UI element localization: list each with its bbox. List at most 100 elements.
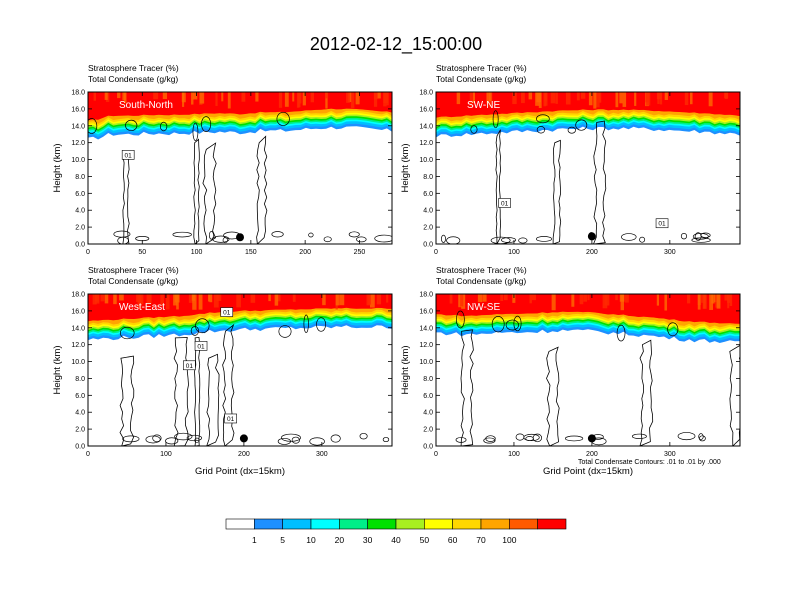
y-tick-label: 16.0 (71, 308, 85, 315)
contour-label: 01 (186, 363, 194, 370)
condensate-contour (374, 234, 392, 243)
tracer-streak (551, 294, 556, 311)
tracer-streak (369, 294, 375, 308)
condensate-contour (186, 434, 203, 442)
tracer-streak (657, 92, 660, 104)
panel-label: West-East (119, 302, 165, 313)
contour-label-box (220, 307, 234, 317)
panel-label: SW-NE (467, 100, 500, 111)
y-tick-label: 6.0 (75, 191, 85, 198)
colorbar-label: 40 (391, 535, 401, 545)
colorbar-label: 1 (252, 535, 257, 545)
tracer-streak (182, 92, 185, 107)
y-tick-label: 14.0 (71, 325, 85, 332)
tracer-streak (322, 294, 326, 306)
condensate-contour (291, 436, 300, 444)
chart-panel: 01 01 SW-NE Stratosphere Tracer (%)Total Co… (400, 63, 741, 256)
footnote: Total Condensate Contours: .01 to .01 by… (578, 459, 721, 466)
x-tick-label: 300 (664, 451, 676, 458)
condensate-contour (505, 319, 519, 331)
tracer-streak (477, 294, 483, 303)
tracer-streak (284, 92, 289, 107)
condensate-contour (359, 432, 368, 440)
panel-title-line2: Total Condensate (g/kg) (436, 74, 526, 84)
condensate-contour (193, 138, 200, 244)
tracer-streak (702, 294, 707, 309)
colorbar-label: 10 (306, 535, 316, 545)
condensate-contour (222, 237, 228, 244)
y-tick-label: 4.0 (75, 410, 85, 417)
y-tick-label: 8.0 (423, 376, 433, 383)
tracer-streak (165, 294, 170, 310)
condensate-contour (190, 326, 199, 336)
x-tick-label: 100 (508, 451, 520, 458)
tracer-streak (113, 294, 117, 305)
tracer-streak (565, 92, 571, 105)
x-tick-label: 200 (238, 451, 250, 458)
tracer-streak (595, 92, 600, 108)
tracer-streak (119, 294, 124, 301)
condensate-contour (160, 121, 168, 132)
condensate-contour (639, 339, 654, 446)
tracer-streak (664, 92, 668, 100)
tracer-streak (377, 92, 381, 99)
condensate-contour (206, 353, 220, 446)
tracer-streak (310, 92, 315, 103)
y-tick-label: 8.0 (75, 174, 85, 181)
y-tick-label: 12.0 (71, 140, 85, 147)
colorbar-label: 50 (420, 535, 430, 545)
tracer-streak (104, 294, 109, 304)
tracer-streak (276, 294, 281, 302)
tracer-streak (274, 294, 279, 306)
y-tick-label: 2.0 (75, 225, 85, 232)
condensate-contour (491, 315, 505, 333)
tracer-streak (92, 294, 97, 305)
condensate-contour (309, 437, 325, 446)
condensate-contour (88, 118, 98, 134)
panel-title-line1: Stratosphere Tracer (%) (88, 265, 179, 275)
colorbar-label: 60 (448, 535, 458, 545)
tracer-streak (383, 92, 389, 104)
tracer-streak (615, 92, 619, 108)
condensate-contour (278, 325, 292, 338)
condensate-contour (446, 236, 461, 244)
y-tick-label: 10.0 (71, 359, 85, 366)
tracer-streak (373, 92, 378, 107)
condensate-contour (271, 231, 284, 238)
y-tick-label: 12.0 (71, 342, 85, 349)
y-tick-label: 8.0 (75, 376, 85, 383)
condensate-contour (515, 433, 525, 441)
y-tick-label: 6.0 (75, 393, 85, 400)
tracer-streak (619, 294, 625, 302)
tracer-streak (619, 92, 623, 104)
tracer-streak (604, 294, 610, 306)
y-tick-label: 2.0 (75, 427, 85, 434)
condensate-contour (202, 142, 217, 244)
tracer-streak (550, 92, 556, 104)
tracer-streak (615, 294, 618, 301)
tracer-streak (593, 92, 597, 109)
colorbar-label: 100 (502, 535, 516, 545)
condensate-contour (631, 433, 647, 439)
x-tick-label: 100 (160, 451, 172, 458)
colorbar-swatch (424, 518, 453, 530)
tracer-streak (335, 294, 340, 306)
tracer-streak (278, 92, 283, 108)
y-tick-label: 18.0 (419, 90, 433, 97)
tracer-streak (348, 92, 352, 103)
tracer-streak (215, 92, 218, 106)
y-tick-label: 4.0 (75, 208, 85, 215)
condensate-contour (536, 236, 552, 242)
y-tick-label: 0.0 (423, 242, 433, 249)
colorbar-swatch (254, 518, 283, 530)
tracer-streak (104, 92, 108, 100)
y-tick-label: 14.0 (419, 123, 433, 130)
tracer-band (436, 92, 740, 118)
condensate-contour (546, 346, 560, 446)
plot-frame (87, 91, 393, 245)
condensate-contour (194, 336, 201, 446)
condensate-contour (616, 324, 626, 342)
tracer-streak (656, 294, 660, 306)
condensate-contour (483, 437, 496, 444)
